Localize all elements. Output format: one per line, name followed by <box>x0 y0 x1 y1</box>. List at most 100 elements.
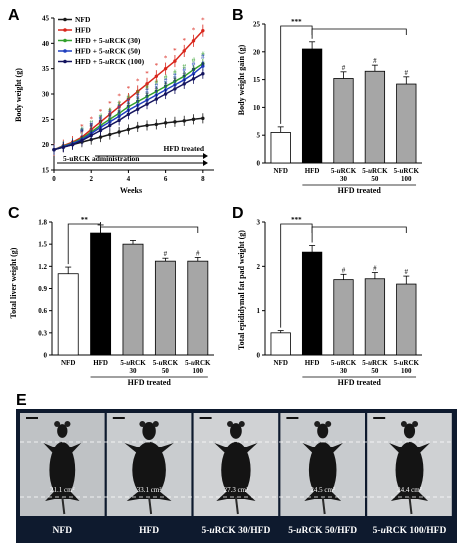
significance-mark: # <box>155 86 159 94</box>
scale-bar <box>26 417 38 419</box>
data-point <box>136 107 140 111</box>
significance-mark: # <box>127 101 131 109</box>
data-point <box>108 132 112 137</box>
significance-mark: # <box>145 91 149 99</box>
mouse-ear <box>238 421 245 427</box>
significance-mark: # <box>164 81 168 89</box>
significance-mark: * <box>127 85 131 93</box>
photo-cell: 24.5 cm² 5-uRCK 50/HFD <box>280 413 365 536</box>
significance-mark: # <box>108 106 112 114</box>
panel-d-letter: D <box>232 205 244 222</box>
hfd-treated-annotation: HFD treated <box>95 144 208 159</box>
significance-mark: # <box>108 109 112 117</box>
panel-a-ytick-label: 40 <box>42 40 50 48</box>
panel-a-ytick-label: 20 <box>42 141 50 149</box>
significance-mark: # <box>173 68 177 76</box>
data-point <box>182 82 186 86</box>
significance-mark: # <box>182 67 186 75</box>
photo-cell: 21.1 cm² NFD <box>20 413 105 536</box>
data-point <box>154 122 159 127</box>
scale-bar <box>373 417 386 419</box>
ytick-label: 1.8 <box>38 219 47 227</box>
data-point <box>201 28 205 33</box>
significance-mark: * <box>155 62 159 70</box>
mouse-ear <box>152 421 159 427</box>
category-label: 50 <box>371 175 379 183</box>
significance-mark: # <box>89 120 93 128</box>
mouse-ear <box>412 421 419 427</box>
legend-label: HFD <box>75 26 91 35</box>
data-point <box>191 77 196 81</box>
mouse-hindlimbs <box>216 491 256 501</box>
legend-marker <box>63 17 67 22</box>
significance-mark: * <box>117 93 121 101</box>
ytick-label: 25 <box>253 21 261 29</box>
data-point <box>201 116 205 121</box>
ytick-label: 0.3 <box>38 329 47 337</box>
data-point <box>117 118 121 123</box>
panel-a-ylabel: Body weight (g) <box>14 68 23 122</box>
significance-mark: * <box>164 55 168 63</box>
data-point <box>108 123 112 128</box>
bar <box>396 83 417 164</box>
panel-a-ytick-label: 25 <box>42 116 50 124</box>
significance-mark: # <box>117 107 121 115</box>
category-label: 30 <box>340 367 348 375</box>
data-point <box>80 138 84 143</box>
ytick-label: 2 <box>257 263 261 271</box>
bar <box>90 232 112 356</box>
body-area-label: 21.1 cm² <box>50 486 75 494</box>
body-area-label: 33.1 cm² <box>137 486 162 494</box>
data-point <box>126 112 131 116</box>
ytick-label: 1 <box>257 307 261 315</box>
mouse-tail <box>234 496 239 515</box>
significance-mark: # <box>117 100 121 108</box>
significance-mark: # <box>201 61 205 69</box>
series-4: ############## <box>52 61 205 155</box>
ytick-label: 0 <box>44 352 48 360</box>
data-point <box>145 82 149 86</box>
legend-label: HFD + 5-uRCK (30) <box>75 36 141 45</box>
significance-mark: # <box>127 97 131 105</box>
sig-label: *** <box>291 18 302 26</box>
category-label: 5-uRCK <box>362 167 388 175</box>
panel-d-ylabel: Total epididymal fat pad weight (g) <box>237 230 246 350</box>
data-point <box>201 64 205 68</box>
significance-mark: # <box>145 87 149 95</box>
significance-mark: # <box>201 51 205 59</box>
panel-a-xtick-label: 8 <box>201 175 205 183</box>
category-label: 50 <box>371 367 379 375</box>
mouse-ear <box>139 421 146 427</box>
category-label: 5-uRCK <box>331 167 357 175</box>
ytick-label: 20 <box>253 48 261 56</box>
bar <box>301 251 323 356</box>
mouse-tail <box>148 496 153 515</box>
photo-cell: 24.4 cm² 5-uRCK 100/HFD <box>367 413 452 536</box>
legend-marker <box>63 38 67 43</box>
ytick-label: 5 <box>257 132 261 140</box>
mouse-hindlimbs <box>304 491 342 501</box>
bar <box>122 243 144 356</box>
mouse-head <box>142 422 156 440</box>
data-point <box>136 125 140 129</box>
bar <box>396 283 417 356</box>
data-point <box>126 97 131 101</box>
ytick-label: 1.5 <box>38 241 47 249</box>
group-label: HFD treated <box>338 378 382 387</box>
significance-mark: * <box>136 77 140 85</box>
data-point <box>173 59 177 63</box>
category-label: 5-uRCK <box>153 359 179 367</box>
category-label: 100 <box>401 175 412 183</box>
significance-mark: # <box>155 82 159 90</box>
mouse-hindlimbs <box>126 491 172 501</box>
significance-mark: # <box>173 72 177 80</box>
photo-cell: 33.1 cm² HFD <box>106 413 192 536</box>
mouse-ear <box>227 421 234 427</box>
ytick-label: 0.6 <box>38 307 47 315</box>
significance-mark: # <box>192 61 196 69</box>
significance-mark: # <box>173 76 177 84</box>
significance-mark: * <box>80 123 84 131</box>
panel-a-xtick-label: 6 <box>164 175 168 183</box>
ytick-label: 3 <box>257 219 261 227</box>
mouse-hindlimbs <box>390 491 429 501</box>
